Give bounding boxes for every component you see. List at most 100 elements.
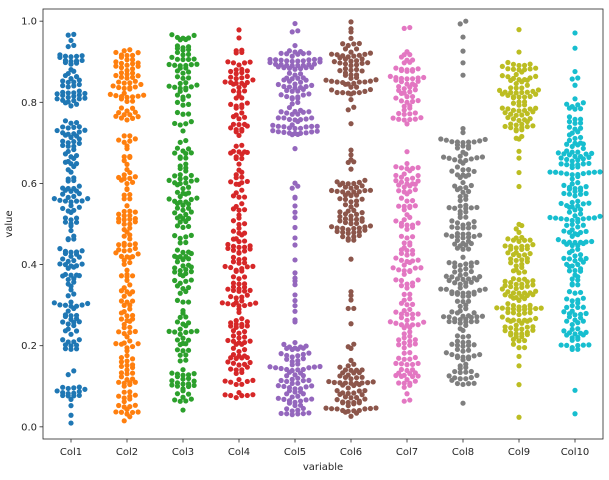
data-point <box>124 377 130 383</box>
data-point <box>180 299 186 305</box>
data-point <box>292 303 298 309</box>
data-point <box>121 154 127 160</box>
data-point <box>127 236 133 242</box>
data-point <box>561 182 567 189</box>
data-point <box>68 203 74 209</box>
data-point <box>572 213 578 219</box>
data-point <box>407 380 413 386</box>
data-point <box>409 57 416 63</box>
data-point <box>68 58 74 64</box>
x-tick-label: Col4 <box>228 447 250 458</box>
data-point <box>575 102 581 108</box>
data-point <box>71 42 77 48</box>
data-point <box>454 230 461 237</box>
data-point <box>415 322 421 328</box>
data-point <box>54 388 60 394</box>
data-point <box>239 294 245 300</box>
data-point <box>409 93 416 100</box>
data-point <box>454 164 461 170</box>
data-point <box>404 311 410 317</box>
data-point <box>407 296 413 302</box>
data-point <box>524 283 530 289</box>
data-point <box>463 18 469 24</box>
data-point <box>73 53 80 59</box>
data-point <box>516 363 522 369</box>
data-point <box>460 179 466 186</box>
data-point <box>351 104 357 110</box>
data-point <box>577 134 584 141</box>
data-point <box>135 60 141 66</box>
data-point <box>180 128 186 134</box>
data-point <box>460 334 466 340</box>
data-point <box>236 244 242 250</box>
data-point <box>292 180 298 186</box>
data-point <box>177 63 183 69</box>
data-point <box>194 82 200 88</box>
data-point <box>129 370 136 376</box>
data-point <box>516 27 522 33</box>
data-point <box>62 57 69 64</box>
data-point <box>348 217 354 223</box>
data-point <box>401 380 407 386</box>
data-point <box>457 262 463 268</box>
data-point <box>116 393 122 399</box>
data-point <box>530 282 536 288</box>
data-point <box>233 112 239 118</box>
data-point <box>564 171 570 177</box>
data-point <box>71 193 77 199</box>
data-point <box>356 229 362 235</box>
data-point <box>527 61 533 67</box>
data-point <box>118 409 125 415</box>
data-point <box>177 235 183 241</box>
data-point <box>236 348 242 355</box>
data-point <box>306 410 312 416</box>
data-point <box>60 83 66 89</box>
data-point <box>230 228 237 234</box>
data-point <box>348 96 354 103</box>
data-point <box>396 342 402 348</box>
data-point <box>446 260 452 266</box>
data-point <box>297 398 304 404</box>
data-point <box>289 101 295 107</box>
data-point <box>247 287 253 293</box>
data-point <box>185 262 192 268</box>
data-point <box>527 75 533 81</box>
data-point <box>65 321 71 327</box>
data-point <box>295 380 301 386</box>
data-point <box>513 294 519 301</box>
data-point <box>359 380 365 386</box>
data-point <box>239 80 245 86</box>
data-point <box>289 95 295 101</box>
data-point <box>250 263 256 269</box>
data-point <box>479 154 486 160</box>
data-point <box>575 326 581 332</box>
data-point <box>129 52 136 58</box>
data-point <box>465 313 472 319</box>
x-tick-label: Col1 <box>60 447 82 458</box>
data-point <box>527 237 533 243</box>
data-point <box>577 239 584 245</box>
data-point <box>409 165 416 171</box>
data-point <box>409 98 416 105</box>
data-point <box>342 216 349 222</box>
data-point <box>191 371 197 377</box>
data-point <box>323 405 329 411</box>
data-point <box>415 172 421 179</box>
data-point <box>412 378 418 384</box>
data-point <box>572 96 578 102</box>
data-point <box>566 137 573 143</box>
data-point <box>452 269 458 275</box>
data-point <box>521 107 528 114</box>
data-point <box>446 373 452 379</box>
data-point <box>342 61 349 67</box>
data-point <box>334 388 340 394</box>
data-point <box>454 298 461 304</box>
data-point <box>348 19 354 25</box>
data-point <box>521 269 528 275</box>
data-point <box>275 129 281 135</box>
data-point <box>409 181 416 187</box>
data-point <box>353 216 360 223</box>
data-point <box>306 377 312 383</box>
data-point <box>460 339 466 346</box>
data-point <box>289 58 295 64</box>
